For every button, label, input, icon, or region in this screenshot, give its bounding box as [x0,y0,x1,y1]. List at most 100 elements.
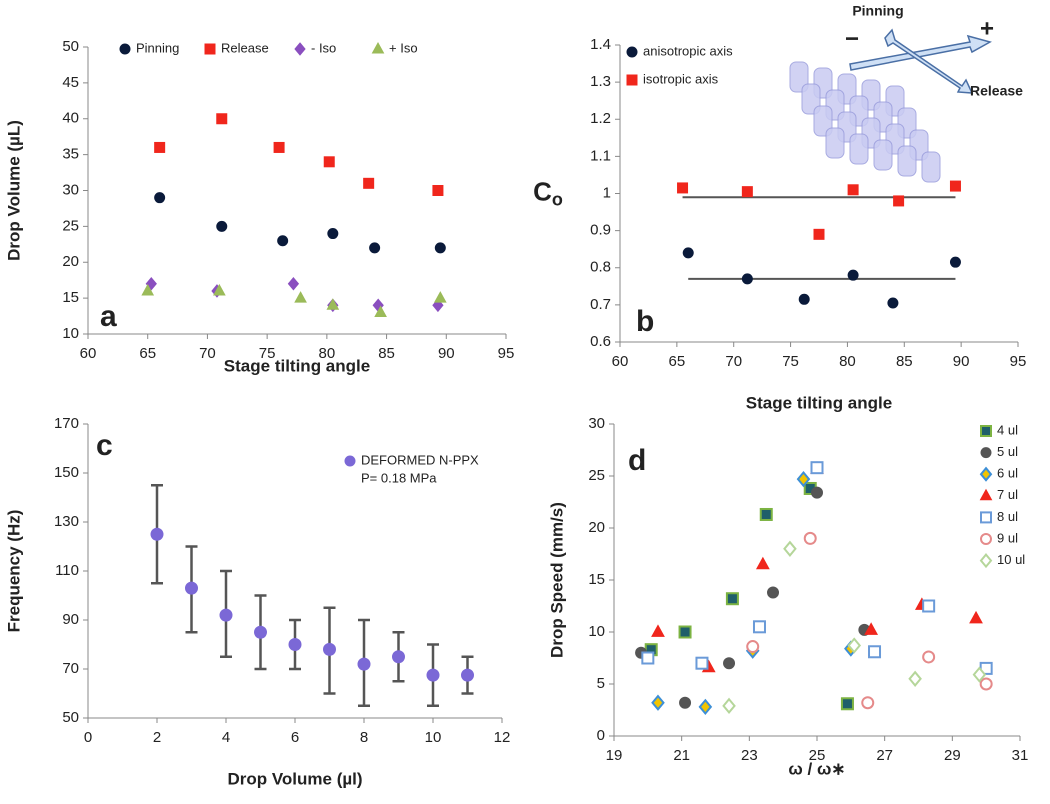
x-tick-label: 95 [1010,353,1027,370]
marker [363,177,375,189]
legend-label: 5 ul [997,444,1018,459]
marker [677,182,689,194]
marker [154,192,166,204]
y-tick-label: 1.4 [590,36,611,53]
marker [679,696,692,709]
legend-label: + Iso [389,40,418,55]
y-tick-label: 25 [62,217,79,234]
legend-marker [119,43,131,55]
y-tick-label: 15 [588,571,605,588]
marker [682,247,694,259]
y-tick-label: 0.7 [590,296,611,313]
legend-marker [980,447,992,459]
marker [678,625,692,639]
marker [651,624,665,637]
y-tick-label: 0.8 [590,259,611,276]
marker [798,293,810,305]
y-tick-label: 20 [588,519,605,536]
x-tick-label: 2 [153,729,161,746]
x-tick-label: 8 [360,729,368,746]
x-tick-label: 65 [139,345,156,362]
x-tick-label: 25 [809,747,826,764]
y-tick-label: 40 [62,110,79,127]
x-tick-label: 23 [741,747,758,764]
x-tick-label: 85 [896,353,913,370]
x-tick-label: 90 [438,345,455,362]
legend-label: 10 ul [997,552,1025,567]
y-axis-title: Co [533,176,563,209]
x-tick-label: 65 [669,353,686,370]
y-tick-label: 110 [55,562,79,579]
marker [979,677,993,691]
marker [294,291,307,303]
legend-label: Release [221,40,269,55]
x-tick-label: 90 [953,353,970,370]
marker [725,592,739,606]
y-tick-label: 10 [588,623,605,640]
marker [426,668,440,682]
marker [369,242,381,254]
marker [847,637,862,654]
x-axis-title: ω / ω∗ [788,759,845,778]
legend-marker [294,42,306,56]
pillar [897,145,917,177]
legend-marker [979,553,993,569]
marker [811,486,823,499]
panel-label: b [636,305,654,338]
y-tick-label: 5 [597,675,605,692]
y-tick-label: 1.3 [590,73,611,90]
marker [641,651,655,665]
y-tick-label: 30 [62,181,79,198]
pillar [921,151,941,183]
legend-label: 4 ul [997,422,1018,437]
inset-label: + [980,15,994,42]
marker [893,195,905,207]
legend-label: anisotropic axis [643,43,733,58]
pillar [825,127,845,159]
legend-marker [979,466,993,482]
legend-marker [626,74,638,86]
marker [392,650,405,664]
y-tick-label: 20 [62,253,79,270]
marker [922,599,936,613]
marker [433,291,447,303]
marker [254,625,267,639]
marker [752,620,766,634]
y-tick-label: 70 [62,660,79,677]
x-axis-title: Stage tilting angle [224,356,370,375]
y-tick-label: 15 [62,289,79,306]
legend-marker [204,43,216,55]
legend-label: 8 ul [997,509,1018,524]
x-tick-label: 29 [944,747,961,764]
legend-marker [980,425,992,437]
y-tick-label: 35 [62,146,79,163]
marker [651,694,665,711]
x-tick-label: 80 [319,345,336,362]
marker [796,470,811,488]
marker [722,697,736,715]
y-axis-title: Drop Speed (mm/s) [547,502,566,658]
marker [741,186,753,198]
y-axis-title-main: C [533,176,552,206]
x-tick-label: 0 [84,729,92,746]
legend-marker [371,41,385,54]
marker [803,531,817,545]
x-tick-label: 12 [494,729,511,746]
marker [141,283,155,296]
marker [810,461,824,475]
x-tick-label: 60 [80,345,97,362]
marker [840,697,854,711]
x-tick-label: 60 [612,353,629,370]
x-tick-label: 6 [291,729,299,746]
y-tick-label: 130 [54,513,79,530]
x-tick-label: 10 [425,729,442,746]
marker [969,610,983,624]
x-tick-label: 95 [498,345,515,362]
inset-label: Pinning [852,3,903,19]
arrow-diagonal [884,28,974,94]
marker [949,256,961,268]
marker [864,622,879,635]
marker [219,608,233,622]
